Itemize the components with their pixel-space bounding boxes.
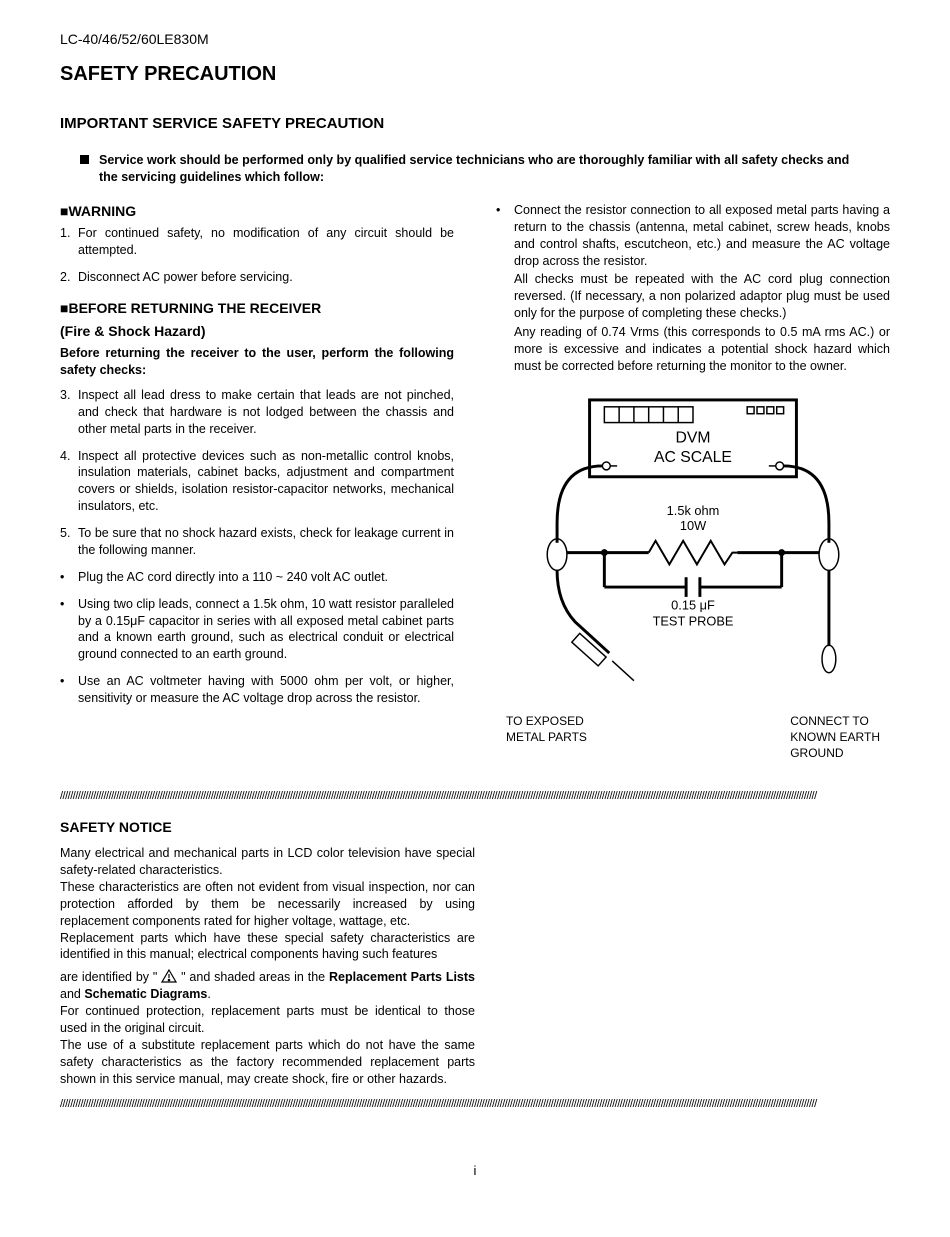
- paragraph: These characteristics are often not evid…: [60, 879, 475, 930]
- paragraph: are identified by " " and shaded areas i…: [60, 969, 475, 1003]
- resistor-label-1: 1.5k ohm: [667, 503, 720, 518]
- list-item: •Use an AC voltmeter having with 5000 oh…: [60, 673, 454, 707]
- safety-notice-body: Many electrical and mechanical parts in …: [60, 845, 475, 1087]
- list-item: 3.Inspect all lead dress to make certain…: [60, 387, 454, 438]
- model-number: LC-40/46/52/60LE830M: [60, 30, 890, 49]
- dvm-label-1: DVM: [676, 429, 711, 446]
- dvm-label-2: AC SCALE: [654, 449, 732, 466]
- diagram-left-label: TO EXPOSED METAL PARTS: [506, 713, 587, 762]
- text-bold: Schematic Diagrams: [84, 987, 207, 1001]
- list-text: Plug the AC cord directly into a 110 ~ 2…: [78, 569, 388, 586]
- before-heading-line1: ■BEFORE RETURNING THE RECEIVER: [60, 299, 454, 318]
- circuit-svg: DVM AC SCALE 1.5k ohm 10W 0.15 μF TEST P…: [496, 395, 890, 700]
- list-item: 5.To be sure that no shock hazard exists…: [60, 525, 454, 559]
- safety-notice-heading: SAFETY NOTICE: [60, 818, 890, 837]
- page-title: SAFETY PRECAUTION: [60, 61, 890, 88]
- list-text: Disconnect AC power before servicing.: [78, 269, 293, 286]
- text-fragment: " and shaded areas in the: [177, 970, 329, 984]
- list-text: Inspect all lead dress to make certain t…: [78, 387, 454, 438]
- probe-label: TEST PROBE: [653, 613, 734, 628]
- list-item: 2.Disconnect AC power before servicing.: [60, 269, 454, 286]
- list-text: To be sure that no shock hazard exists, …: [78, 525, 454, 559]
- text-fragment: .: [207, 987, 210, 1001]
- paragraph: Any reading of 0.74 Vrms (this correspon…: [514, 324, 890, 375]
- list-item: 4.Inspect all protective devices such as…: [60, 448, 454, 516]
- list-item: •Plug the AC cord directly into a 110 ~ …: [60, 569, 454, 586]
- before-intro: Before returning the receiver to the use…: [60, 345, 454, 379]
- list-text: Inspect all protective devices such as n…: [78, 448, 454, 516]
- right-column: •Connect the resistor connection to all …: [496, 202, 890, 762]
- list-text: Use an AC voltmeter having with 5000 ohm…: [78, 673, 454, 707]
- capacitor-label: 0.15 μF: [671, 597, 715, 612]
- square-bullet-icon: [80, 155, 89, 164]
- paragraph: Replacement parts which have these speci…: [60, 930, 475, 964]
- list-item: •Connect the resistor connection to all …: [496, 202, 890, 270]
- text-bold: Replacement Parts Lists: [329, 970, 475, 984]
- paragraph: Many electrical and mechanical parts in …: [60, 845, 475, 879]
- intro-row: Service work should be performed only by…: [80, 152, 870, 186]
- paragraph: All checks must be repeated with the AC …: [514, 271, 890, 322]
- warning-heading: ■WARNING: [60, 202, 454, 221]
- warning-triangle-icon: [161, 969, 177, 983]
- hatch-divider: ////////////////////////////////////////…: [60, 1097, 890, 1112]
- intro-text: Service work should be performed only by…: [99, 152, 870, 186]
- resistor-label-2: 10W: [680, 518, 707, 533]
- list-text: Using two clip leads, connect a 1.5k ohm…: [78, 596, 454, 664]
- text-fragment: are identified by ": [60, 970, 161, 984]
- list-text: For continued safety, no modification of…: [78, 225, 454, 259]
- section-subtitle: IMPORTANT SERVICE SAFETY PRECAUTION: [60, 114, 890, 134]
- list-item: •Using two clip leads, connect a 1.5k oh…: [60, 596, 454, 664]
- test-circuit-diagram: DVM AC SCALE 1.5k ohm 10W 0.15 μF TEST P…: [496, 395, 890, 762]
- text-fragment: and: [60, 987, 84, 1001]
- paragraph: The use of a substitute replacement part…: [60, 1037, 475, 1088]
- page-number: i: [60, 1162, 890, 1180]
- left-column: ■WARNING 1.For continued safety, no modi…: [60, 202, 454, 762]
- hatch-divider: ////////////////////////////////////////…: [60, 789, 890, 804]
- paragraph: For continued protection, replacement pa…: [60, 1003, 475, 1037]
- before-heading-line2: (Fire & Shock Hazard): [60, 322, 454, 341]
- list-item: 1.For continued safety, no modification …: [60, 225, 454, 259]
- diagram-right-label: CONNECT TO KNOWN EARTH GROUND: [790, 713, 880, 762]
- list-text: Connect the resistor connection to all e…: [514, 202, 890, 270]
